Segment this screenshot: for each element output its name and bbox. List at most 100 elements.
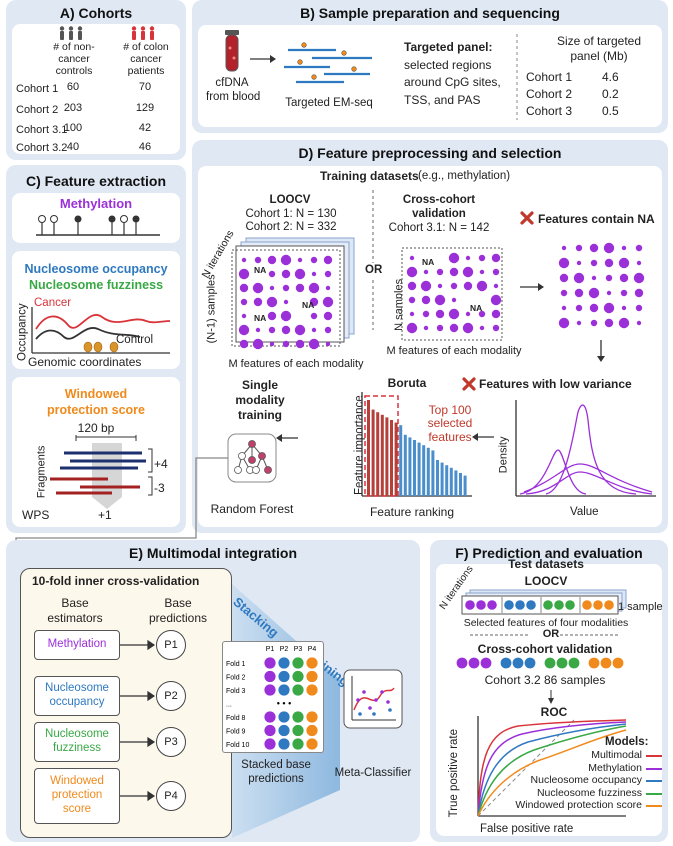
test-sample-strip [461, 589, 627, 615]
arrow [548, 690, 554, 704]
feature-dot [281, 325, 291, 335]
size-value: 4.6 [602, 70, 619, 84]
controls-count: 40 [66, 141, 80, 153]
cross-cohort-title: Cross-cohort validation [477, 642, 613, 656]
feature-dot [409, 255, 415, 261]
feature-dot [633, 272, 645, 284]
arrow [276, 434, 298, 442]
boruta-title: Boruta [387, 376, 427, 390]
feature-dot [636, 320, 642, 326]
feature-dot [241, 257, 247, 263]
feature-dot [436, 268, 444, 276]
feature-dot [593, 600, 603, 610]
prediction-dot [292, 724, 304, 737]
prediction-p3: P3 [156, 727, 186, 757]
fold-label: Fold 3 [226, 688, 246, 695]
prediction-dot [278, 684, 290, 696]
feature-dot [636, 260, 642, 266]
importance-bar [399, 425, 403, 496]
column-header: P4 [308, 646, 317, 653]
prediction-dot [306, 724, 318, 737]
column-header: P3 [294, 646, 303, 653]
feature-dot [558, 257, 570, 269]
feature-dot [280, 310, 292, 322]
prediction-dot [278, 738, 290, 750]
fold-label: Fold 8 [226, 715, 246, 722]
feature-dot [591, 275, 597, 281]
controls-header: # of non- cancer controls [53, 41, 95, 78]
prediction-dot [292, 684, 304, 696]
feature-dot [554, 600, 564, 610]
feature-dot [406, 266, 418, 278]
cross-cohort-count: Cohort 3.2 86 samples [484, 673, 606, 687]
feature-dot [462, 266, 474, 278]
feature-dot [479, 325, 485, 331]
feature-dot [543, 600, 553, 610]
size-title: Size of targeted panel (Mb) [556, 34, 642, 63]
prediction-p4: P4 [156, 781, 186, 811]
feature-dot [582, 600, 592, 610]
arrow [520, 283, 544, 291]
feature-dot [282, 284, 290, 292]
size-cohort-name: Cohort 3 [526, 104, 573, 118]
prediction-dot [306, 711, 318, 723]
loocv-cohort1: Cohort 1: N = 130 [245, 208, 337, 220]
feature-dot [406, 322, 418, 334]
roc-plot [477, 716, 627, 817]
importance-bar [394, 422, 398, 496]
size-value: 0.2 [602, 87, 619, 101]
importance-bar [403, 434, 407, 496]
feature-dot [241, 313, 247, 319]
feature-dot [589, 303, 599, 313]
divider [470, 634, 620, 636]
cohort-table: # of non- cancer controls # of colon can… [12, 24, 180, 154]
estimator-methylation: Methylation [34, 630, 120, 660]
loocv-cohort2: Cohort 2: N = 332 [245, 221, 337, 233]
feature-dot [478, 310, 486, 318]
prediction-dot [264, 657, 276, 669]
base-predictions-header: Base predictions [148, 596, 208, 625]
legend-item: Nucleosome occupancy [504, 774, 664, 786]
wps-label: WPS [22, 508, 50, 522]
arrow [597, 340, 605, 362]
prediction-dot [278, 711, 290, 723]
genomic-axis-label: Genomic coordinates [28, 355, 142, 369]
feature-dot [512, 657, 524, 669]
feature-dot [253, 297, 263, 307]
targeted-panel-desc: selected regions around CpG sites, TSS, … [404, 58, 501, 107]
feature-dot [468, 657, 480, 669]
feature-dot [437, 283, 443, 289]
feature-dot [423, 325, 429, 331]
feature-dot [407, 281, 417, 291]
feature-dot [420, 280, 432, 292]
feature-ranking-axis-label: Feature ranking [369, 505, 455, 519]
feature-dot [605, 274, 613, 282]
random-forest-label: Random Forest [210, 502, 294, 516]
importance-bar [390, 420, 393, 496]
feature-dot [590, 259, 598, 267]
feature-dot [634, 288, 644, 298]
importance-bar [431, 450, 435, 496]
feature-dot [619, 273, 629, 283]
feature-dot [603, 302, 615, 314]
roc-curve [477, 729, 627, 817]
feature-dot [434, 294, 446, 306]
legend-item: Windowed protection score [504, 799, 664, 811]
fold-label: Fold 9 [226, 729, 246, 736]
feature-dot [515, 600, 525, 610]
feature-dot [254, 256, 262, 264]
prediction-dot [292, 657, 304, 669]
feature-dot [266, 296, 278, 308]
legend-label: Windowed protection score [515, 799, 642, 811]
importance-bar [408, 437, 412, 496]
arrow [250, 55, 276, 63]
feature-dot [620, 289, 628, 297]
size-cohort-name: Cohort 2 [526, 87, 573, 101]
feature-dot [588, 657, 600, 669]
legend-swatch [646, 755, 662, 757]
feature-dot [560, 289, 568, 297]
sequencing-box [198, 25, 662, 127]
prediction-dot [292, 670, 304, 683]
feature-dot [449, 267, 459, 277]
